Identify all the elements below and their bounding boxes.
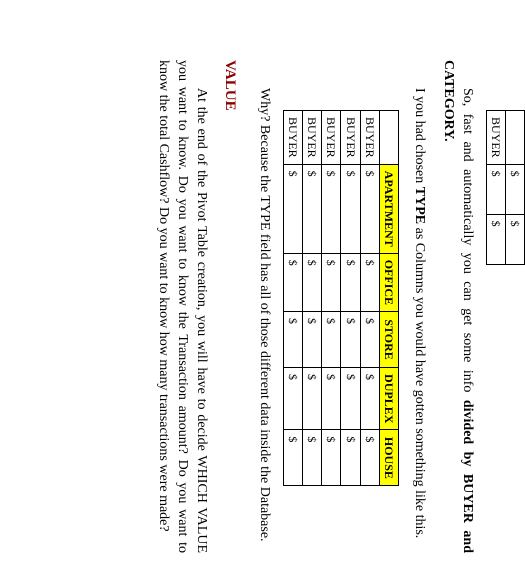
text: as Columns you would have gotten somethi… — [412, 224, 427, 538]
cell-val: $ — [303, 430, 322, 486]
cell-rowlabel: BUYER — [486, 111, 505, 165]
cell-val: $ — [360, 430, 379, 486]
cell-rowlabel — [505, 111, 524, 165]
cell-val: $ — [341, 368, 360, 430]
table-header-row: APARTMENT OFFICE STORE DUPLEX HOUSE — [379, 111, 398, 486]
table-row: BUYER $ $ $ $ $ — [283, 111, 302, 486]
cell-val: $ — [360, 368, 379, 430]
bold-text: TYPE — [412, 187, 427, 224]
cell-val: $ — [341, 312, 360, 368]
cell-val: $ — [322, 430, 341, 486]
cell-val: $ — [303, 368, 322, 430]
table-row: BUYER $ $ $ $ $ — [303, 111, 322, 486]
col-header: DUPLEX — [379, 368, 398, 430]
cell-val: $ — [341, 253, 360, 311]
paragraph-why: Why? Because the TYPE field has all of t… — [254, 60, 273, 553]
table-row: BUYER $ $ $ $ $ — [360, 111, 379, 486]
cell-val: $ — [486, 164, 505, 214]
cell-val: $ — [322, 253, 341, 311]
col-header: OFFICE — [379, 253, 398, 311]
cell-val: $ — [322, 368, 341, 430]
paragraph-type-columns: I you had chosen TYPE as Columns you wou… — [409, 60, 428, 553]
cell-val: $ — [322, 312, 341, 368]
cell-val: $ — [283, 430, 302, 486]
cell-val: $ — [341, 164, 360, 253]
col-header: APARTMENT — [379, 164, 398, 253]
cell-val: $ — [360, 164, 379, 253]
text: Why? Because the TYPE field has all of t… — [257, 88, 272, 542]
col-header: HOUSE — [379, 430, 398, 486]
cell-val: $ — [322, 164, 341, 253]
corner-cell — [379, 111, 398, 165]
text: So, fast and automatically you can get s… — [460, 88, 475, 400]
type-pivot-table: APARTMENT OFFICE STORE DUPLEX HOUSE BUYE… — [283, 110, 399, 486]
document-page: { "miniTable": { "rows": [ ["", "$", "$"… — [143, 0, 525, 583]
col-header: STORE — [379, 312, 398, 368]
cell-val: $ — [303, 253, 322, 311]
row-header: BUYER — [322, 111, 341, 165]
table-row: BUYER $ $ $ $ $ — [322, 111, 341, 486]
paragraph-buyer-category: So, fast and automatically you can get s… — [438, 60, 476, 553]
cell-val: $ — [341, 430, 360, 486]
text: I you had chosen — [412, 88, 427, 187]
cell-val: $ — [303, 164, 322, 253]
cell-val: $ — [486, 214, 505, 264]
cell-val: $ — [505, 214, 524, 264]
cell-val: $ — [283, 164, 302, 253]
cell-val: $ — [283, 253, 302, 311]
row-header: BUYER — [283, 111, 302, 165]
partial-table-top: $ $ BUYER $ $ — [486, 110, 525, 265]
cell-val: $ — [505, 164, 524, 214]
table-row: BUYER $ $ — [486, 111, 505, 265]
table-row: BUYER $ $ $ $ $ — [341, 111, 360, 486]
cell-val: $ — [283, 312, 302, 368]
cell-val: $ — [283, 368, 302, 430]
row-header: BUYER — [341, 111, 360, 165]
text: At the end of the Pivot Table creation, … — [156, 60, 209, 553]
heading-value: VALUE — [220, 60, 240, 553]
row-header: BUYER — [303, 111, 322, 165]
paragraph-value-choice: At the end of the Pivot Table creation, … — [153, 60, 210, 553]
cell-val: $ — [360, 253, 379, 311]
table-row: $ $ — [505, 111, 524, 265]
cell-val: $ — [360, 312, 379, 368]
cell-val: $ — [303, 312, 322, 368]
row-header: BUYER — [360, 111, 379, 165]
